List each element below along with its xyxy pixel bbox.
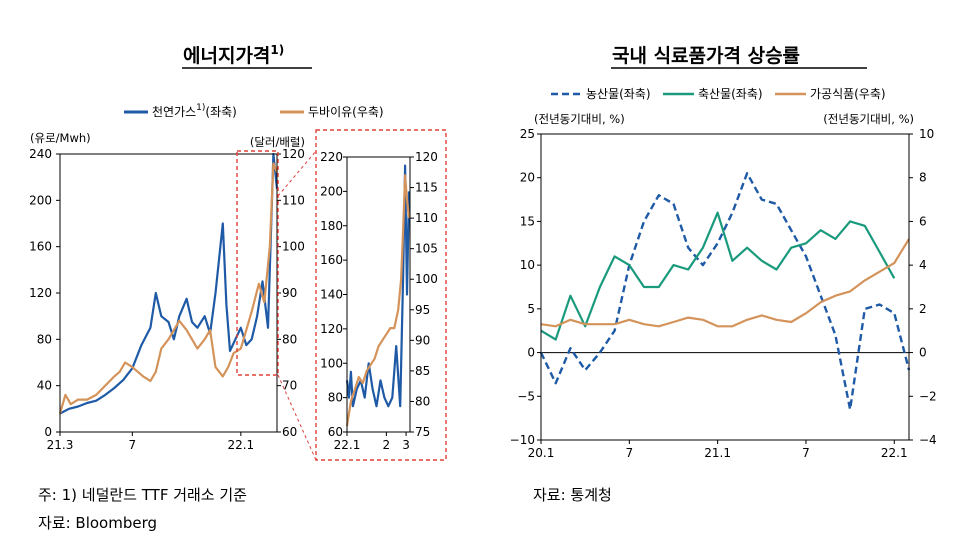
energy-zoom-y-right-tick-label: 80 [415,394,430,408]
energy-zoom-y-left-tick-label: 220 [320,150,343,164]
energy-zoom-y-right-tick-label: 100 [415,272,438,286]
energy-zoom-y-right-tick-label: 75 [415,425,430,439]
series-layer [58,152,911,427]
right-chart-title: 국내 식료품가격 상승률 [612,45,800,67]
food-prices-y-right-tick-label: 2 [919,302,927,316]
right-source-note: 자료: 통계청 [533,486,612,504]
energy-main-x-tick-label: 22.1 [227,438,254,452]
energy-main-series-line-0 [59,152,279,415]
food-prices-y-right-tick-label: 0 [919,346,927,360]
energy-zoom-y-right-tick-label: 110 [415,211,438,225]
energy-main-y-left-tick-label: 120 [29,286,52,300]
food-prices-x-tick-label: 7 [802,446,810,460]
energy-main-y-right-tick-label: 60 [282,425,297,439]
energy-main-right-unit: (달러/배럴) [250,135,305,149]
energy-zoom-y-left-tick-label: 140 [320,288,343,302]
food-prices-plot-frame [540,133,910,441]
energy-main-y-right-tick-label: 80 [282,332,297,346]
food-prices-y-left-tick-label: 0 [527,346,535,360]
left-source-note-1: 주: 1) 네덜란드 TTF 거래소 기준 [38,486,247,504]
food-prices-x-tick-label: 7 [625,446,633,460]
food-prices-y-right-tick-label: 4 [919,258,927,272]
energy-zoom-y-right-tick-label: 105 [415,242,438,256]
food-prices-y-left-tick-label: −5 [517,389,535,403]
energy-main-series-line-1 [58,162,279,414]
food-prices-y-left-tick-label: 5 [527,302,535,316]
text-layer: 에너지가격1) 국내 식료품가격 상승률 주: 1) 네덜란드 TTF 거래소 … [29,43,937,532]
legend-label-agri: 농산물(좌축) [586,87,651,101]
energy-zoom-series-line-0 [345,164,411,408]
zoom-connector-top [277,150,317,197]
energy-zoom-x-tick-label: 22.1 [334,438,361,452]
energy-zoom-y-right-tick-label: 115 [415,181,438,195]
food-prices-y-right-tick-label: 10 [919,127,934,141]
food-prices-x-tick-label: 21.1 [704,446,731,460]
axes-layer [56,92,913,461]
legend-label-dubai-oil: 두바이유(우축) [308,105,384,119]
legend-label-processed: 가공식품(우축) [810,87,886,101]
energy-zoom-x-tick-label: 2 [383,438,391,452]
energy-main-y-left-tick-label: 200 [29,193,52,207]
energy-zoom-series-line-1 [345,174,411,427]
food-prices-x-tick-label: 20.1 [528,446,555,460]
energy-zoom-y-right-tick-label: 120 [415,150,438,164]
food-prices-y-left-tick-label: 15 [520,214,535,228]
energy-main-left-unit: (유로/Mwh) [30,131,91,145]
food-prices-right-unit: (전년동기대비, %) [823,112,914,126]
energy-zoom-y-right-tick-label: 95 [415,303,430,317]
energy-main-y-right-tick-label: 70 [282,379,297,393]
food-prices-y-left-tick-label: −10 [510,433,535,447]
energy-zoom-y-right-tick-label: 85 [415,364,430,378]
energy-main-x-tick-label: 21.3 [47,438,74,452]
energy-main-y-right-tick-label: 110 [282,193,305,207]
food-prices-y-right-tick-label: 8 [919,171,927,185]
zoom-detail-box [315,129,447,461]
energy-main-y-right-tick-label: 90 [282,286,297,300]
food-prices-left-unit: (전년동기대비, %) [534,112,625,126]
food-prices-series-line-0 [539,172,911,411]
food-prices-x-tick-label: 22.1 [881,446,908,460]
energy-zoom-y-left-tick-label: 80 [328,391,343,405]
energy-zoom-y-left-tick-label: 60 [328,425,343,439]
food-prices-y-right-tick-label: −2 [919,389,937,403]
energy-main-y-right-tick-label: 120 [282,147,305,161]
energy-zoom-y-left-tick-label: 200 [320,184,343,198]
energy-zoom-x-tick-label: 3 [402,438,410,452]
energy-zoom-y-left-tick-label: 180 [320,219,343,233]
energy-zoom-y-left-tick-label: 100 [320,356,343,370]
energy-main-y-left-tick-label: 240 [29,147,52,161]
energy-main-y-left-tick-label: 160 [29,240,52,254]
food-prices-series-line-1 [540,211,896,341]
legend-label-livestock: 축산물(좌축) [698,87,763,101]
left-source-note-2: 자료: Bloomberg [38,514,157,532]
left-chart-title: 에너지가격1) [183,43,284,67]
energy-main-plot-frame [59,153,278,433]
food-prices-y-left-tick-label: 10 [520,258,535,272]
energy-main-y-left-tick-label: 40 [37,379,52,393]
food-prices-series-line-2 [540,238,910,328]
energy-zoom-y-right-tick-label: 90 [415,333,430,347]
energy-main-y-left-tick-label: 0 [44,425,52,439]
legend-label-natural-gas: 천연가스1)(좌축) [152,103,237,119]
energy-zoom-y-left-tick-label: 160 [320,253,343,267]
food-prices-y-right-tick-label: −4 [919,433,937,447]
food-prices-y-right-tick-label: 6 [919,214,927,228]
energy-main-y-left-tick-label: 80 [37,332,52,346]
energy-zoom-y-left-tick-label: 120 [320,322,343,336]
energy-main-x-tick-label: 7 [129,438,137,452]
energy-main-y-right-tick-label: 100 [282,240,305,254]
food-prices-y-left-tick-label: 25 [520,127,535,141]
food-prices-y-left-tick-label: 20 [520,171,535,185]
